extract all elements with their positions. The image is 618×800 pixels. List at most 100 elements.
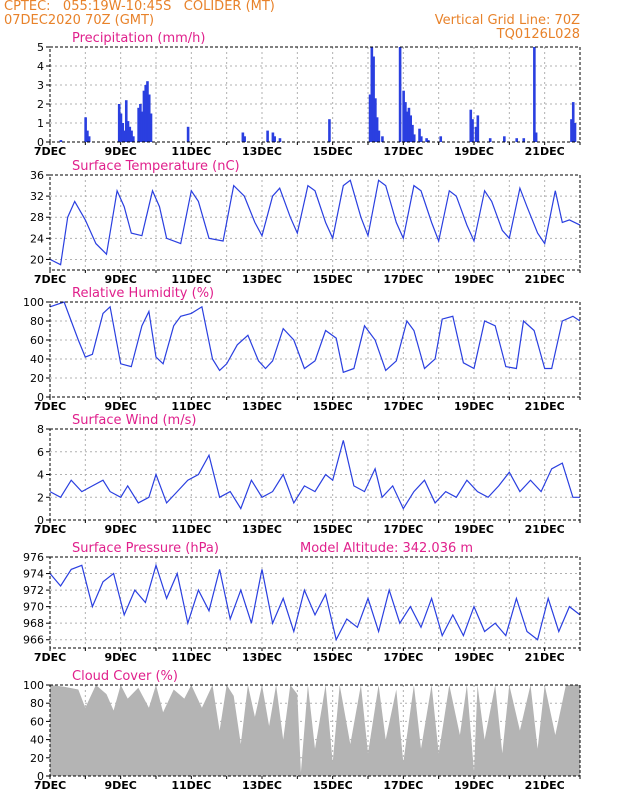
precipitation-bar	[119, 113, 123, 142]
cloud-cover-x-tick-label: 9DEC	[104, 779, 136, 792]
precipitation-bar	[476, 115, 480, 142]
header-run-date: 07DEC2020 70Z (GMT)	[4, 13, 155, 28]
precipitation-bar	[142, 90, 146, 142]
humidity-title: Relative Humidity (%)	[72, 286, 214, 301]
pressure-x-tick-label: 11DEC	[171, 651, 211, 664]
wind-x-tick-label: 21DEC	[525, 523, 565, 536]
pressure-annotation: Model Altitude: 342.036 m	[300, 541, 473, 556]
humidity-series-line	[49, 301, 581, 374]
precipitation-bar	[273, 136, 276, 142]
precipitation-bar	[140, 111, 144, 142]
cloud-cover-x-tick-label: 7DEC	[34, 779, 66, 792]
temperature-frame	[49, 174, 581, 271]
wind-x-tick-label: 9DEC	[104, 523, 136, 536]
precipitation-y-tick-label: 1	[37, 117, 44, 130]
pressure-y-tick-label: 970	[23, 601, 44, 614]
precipitation-bar	[407, 107, 411, 142]
humidity-x-tick-label: 9DEC	[104, 400, 136, 413]
precipitation-bar	[137, 107, 140, 142]
cloud-cover-frame	[49, 684, 581, 777]
cloud-cover-area	[50, 685, 580, 776]
temperature-y-tick-label: 24	[30, 232, 44, 245]
precipitation-bar	[186, 126, 190, 142]
cloud-cover-x-tick-label: 11DEC	[171, 779, 211, 792]
temperature-x-tick-label: 15DEC	[313, 273, 353, 286]
humidity-x-tick-label: 7DEC	[34, 400, 66, 413]
precipitation-bar	[405, 111, 409, 142]
precipitation-bar	[515, 138, 518, 142]
precipitation-bar	[124, 100, 128, 142]
precipitation-bar	[570, 119, 573, 142]
precipitation-y-tick-label: 5	[37, 41, 44, 54]
wind-y-tick-label: 0	[37, 514, 44, 527]
pressure-y-tick-label: 972	[23, 584, 44, 597]
precipitation-bar	[132, 136, 135, 142]
temperature-y-tick-label: 32	[30, 190, 44, 203]
wind-x-tick-label: 19DEC	[454, 523, 494, 536]
precipitation-bar	[146, 81, 149, 142]
precipitation-bar	[128, 126, 132, 142]
precipitation-bar	[377, 130, 381, 142]
humidity-y-tick-label: 20	[30, 372, 44, 385]
precipitation-bar	[86, 130, 89, 142]
precipitation-bar	[328, 119, 331, 142]
humidity-y-tick-label: 80	[30, 315, 44, 328]
precipitation-y-tick-label: 0	[37, 136, 44, 149]
pressure-y-tick-label: 968	[23, 617, 44, 630]
precipitation-bar	[121, 123, 125, 142]
precipitation-bar	[398, 47, 402, 142]
wind-x-tick-label: 13DEC	[242, 523, 282, 536]
precipitation-bar	[534, 132, 538, 142]
precipitation-x-tick-label: 7DEC	[34, 145, 66, 158]
wind-x-tick-label: 11DEC	[171, 523, 211, 536]
header-model-code: TQ0126L028	[496, 27, 580, 42]
humidity-frame	[49, 301, 581, 398]
precipitation-x-tick-label: 21DEC	[525, 145, 565, 158]
precipitation-bar	[571, 102, 575, 142]
pressure-y-tick-label: 976	[23, 551, 44, 564]
precipitation-x-tick-label: 17DEC	[383, 145, 423, 158]
temperature-title: Surface Temperature (nC)	[72, 159, 240, 174]
cloud-cover-x-tick-label: 21DEC	[525, 779, 565, 792]
temperature-y-tick-label: 28	[30, 211, 44, 224]
temperature-x-tick-label: 19DEC	[454, 273, 494, 286]
wind-y-tick-label: 6	[37, 446, 44, 459]
precipitation-bar	[374, 98, 377, 142]
precipitation-x-tick-label: 13DEC	[242, 145, 282, 158]
precipitation-bar	[469, 109, 473, 142]
precipitation-bar	[533, 47, 536, 142]
wind-series-line	[49, 440, 580, 510]
humidity-y-tick-label: 0	[37, 391, 44, 404]
precipitation-bar	[411, 124, 414, 142]
precipitation-bar	[59, 140, 63, 142]
cloud-cover-x-tick-label: 15DEC	[313, 779, 353, 792]
precipitation-bar	[427, 140, 430, 142]
temperature-series-line	[49, 179, 581, 266]
precipitation-bar	[84, 117, 87, 142]
temperature-x-tick-label: 9DEC	[104, 273, 136, 286]
pressure-x-tick-label: 19DEC	[454, 651, 494, 664]
cloud-cover-x-tick-label: 17DEC	[383, 779, 423, 792]
humidity-x-tick-label: 19DEC	[454, 400, 494, 413]
precipitation-bar	[126, 121, 130, 142]
pressure-series-line	[49, 563, 581, 642]
precipitation-y-tick-label: 2	[37, 98, 44, 111]
pressure-y-tick-label: 966	[23, 634, 44, 647]
precipitation-x-tick-label: 11DEC	[171, 145, 211, 158]
precipitation-bar	[488, 138, 492, 142]
precipitation-bar	[409, 115, 412, 142]
precipitation-bar	[412, 134, 416, 142]
precipitation-bar	[149, 113, 153, 142]
temperature-x-tick-label: 17DEC	[383, 273, 423, 286]
cloud-cover-x-tick-label: 19DEC	[454, 779, 494, 792]
pressure-x-tick-label: 9DEC	[104, 651, 136, 664]
precipitation-bar	[418, 128, 421, 142]
precipitation-bar	[439, 136, 443, 142]
wind-y-tick-label: 2	[37, 491, 44, 504]
humidity-y-tick-label: 60	[30, 334, 44, 347]
pressure-frame	[49, 556, 581, 649]
precipitation-bar	[370, 47, 374, 142]
precipitation-bar	[522, 138, 526, 142]
precipitation-bar	[404, 102, 407, 142]
